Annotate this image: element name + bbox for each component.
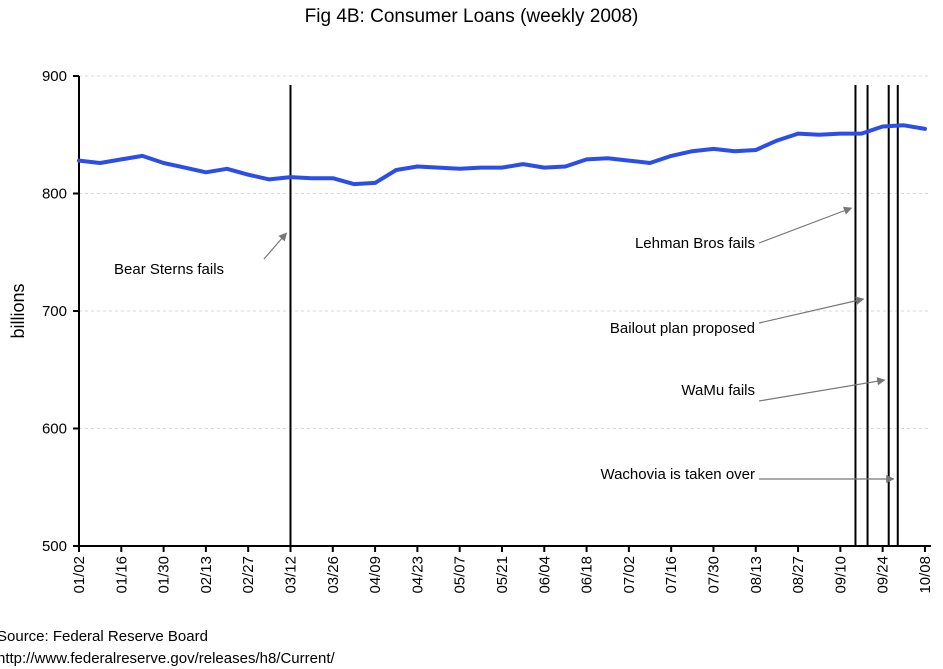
data-point — [119, 157, 123, 161]
data-point — [246, 173, 250, 177]
data-point — [183, 166, 187, 170]
data-point — [98, 161, 102, 165]
x-tick-label: 02/13 — [198, 556, 215, 594]
y-tick-label: 600 — [42, 421, 67, 438]
y-tick-label: 900 — [42, 68, 67, 85]
data-point — [225, 167, 229, 171]
data-point — [415, 164, 419, 168]
event-arrow — [758, 206, 853, 244]
data-point — [267, 177, 271, 181]
y-tick-label: 500 — [42, 538, 67, 555]
data-point — [204, 170, 208, 174]
y-tick-label: 800 — [42, 186, 67, 203]
data-point — [162, 161, 166, 165]
event-arrow — [758, 296, 865, 324]
chart-title: Fig 4B: Consumer Loans (weekly 2008) — [304, 6, 639, 27]
x-tick-label: 06/18 — [579, 556, 596, 594]
event-label: Lehman Bros fails — [635, 235, 755, 252]
data-point — [331, 176, 335, 180]
x-tick-label: 01/16 — [113, 556, 130, 594]
data-point — [817, 133, 821, 137]
data-point — [796, 132, 800, 136]
data-point — [140, 154, 144, 158]
data-point — [479, 166, 483, 170]
data-point — [394, 168, 398, 172]
data-point — [754, 148, 758, 152]
data-point — [690, 149, 694, 153]
data-point — [881, 125, 885, 129]
event-label: WaMu fails — [681, 382, 755, 399]
x-tick-label: 07/16 — [663, 556, 680, 594]
x-tick-label: 03/12 — [282, 556, 299, 594]
x-tick-label: 06/04 — [536, 556, 553, 594]
x-tick-label: 08/27 — [790, 556, 807, 594]
data-point — [606, 156, 610, 160]
data-point — [500, 166, 504, 170]
y-axis-label: billions — [8, 283, 28, 338]
data-point — [902, 123, 906, 127]
data-point — [923, 127, 927, 131]
source-url: http://www.federalreserve.gov/releases/h… — [0, 650, 335, 667]
data-point — [458, 167, 462, 171]
data-point — [352, 182, 356, 186]
x-tick-label: 05/07 — [452, 556, 469, 594]
data-point — [775, 139, 779, 143]
x-tick-label: 09/10 — [832, 556, 849, 594]
x-tick-label: 04/09 — [367, 556, 384, 594]
y-tick-label: 700 — [42, 303, 67, 320]
x-tick-label: 01/02 — [71, 556, 88, 594]
x-tick-label: 07/02 — [621, 556, 638, 594]
data-point — [627, 159, 631, 163]
event-label: Wachovia is taken over — [600, 466, 755, 483]
x-tick-label: 03/26 — [325, 556, 342, 594]
data-point — [648, 161, 652, 165]
x-tick-label: 07/30 — [705, 556, 722, 594]
data-point — [585, 157, 589, 161]
x-tick-label: 01/30 — [156, 556, 173, 594]
event-arrow — [263, 232, 288, 260]
event-label: Bear Sterns fails — [114, 261, 224, 278]
data-point — [310, 176, 314, 180]
data-point — [838, 132, 842, 136]
data-point — [373, 181, 377, 185]
data-point — [711, 147, 715, 151]
data-point — [437, 166, 441, 170]
x-tick-label: 08/13 — [748, 556, 765, 594]
event-arrow — [758, 377, 886, 402]
data-point — [77, 159, 81, 163]
data-point — [563, 164, 567, 168]
event-label: Bailout plan proposed — [610, 320, 755, 337]
data-point — [669, 154, 673, 158]
data-point — [521, 162, 525, 166]
data-point — [860, 132, 864, 136]
x-tick-label: 09/24 — [875, 556, 892, 594]
x-tick-label: 04/23 — [409, 556, 426, 594]
x-tick-label: 02/27 — [240, 556, 257, 594]
x-tick-label: 10/08 — [917, 556, 934, 594]
x-tick-label: 05/21 — [494, 556, 511, 594]
data-point — [542, 166, 546, 170]
data-point — [733, 149, 737, 153]
source-line: Source: Federal Reserve Board — [0, 628, 208, 645]
data-point — [288, 175, 292, 179]
